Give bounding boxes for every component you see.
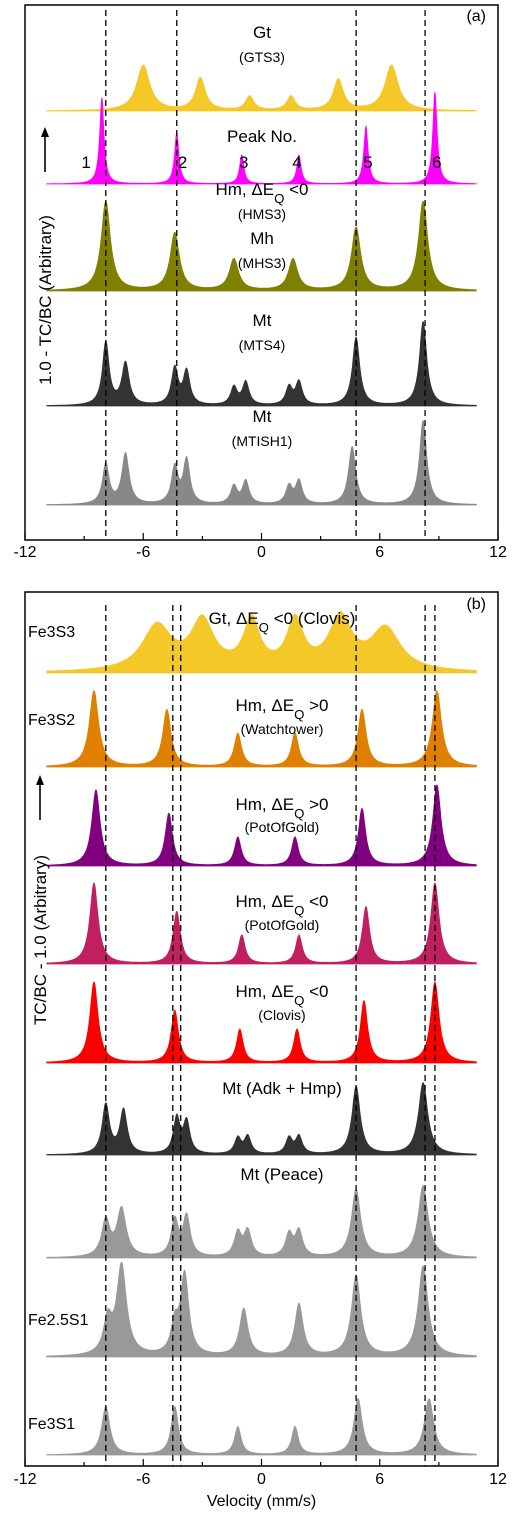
y-arrow-head-1	[36, 775, 44, 785]
series-label-0-3: Mt	[253, 311, 272, 330]
series-sample-0-0: (GTS3)	[239, 49, 285, 65]
y-axis-label-0: 1.0 - TC/BC (Arbitrary)	[36, 215, 55, 385]
series-sample-1-1: (Watchtower)	[241, 721, 324, 737]
spectrum-1-8	[46, 1398, 477, 1456]
spectrum-0-0	[46, 64, 477, 112]
series-label-0-2: Mh	[250, 229, 274, 248]
series-label-0-0: Gt	[253, 23, 271, 42]
spectrum-0-2	[46, 200, 477, 292]
series-label-1-0: Gt, ΔEQ <0 (Clovis)	[209, 609, 356, 635]
x-tick-label-1-2: 0	[257, 1471, 266, 1488]
side-label-1-7: Fe2.5S1	[28, 1312, 89, 1329]
x-tick-label-0-0: -12	[13, 544, 36, 561]
panel-label-0: (a)	[466, 8, 486, 25]
series-sample-1-2: (PotOfGold)	[245, 819, 320, 835]
spectrum-0-3	[46, 320, 477, 407]
spectrum-1-3	[46, 882, 477, 965]
y-axis-label-1: TC/BC - 1.0 (Arbitrary)	[31, 855, 50, 1025]
series-sample-1-3: (PotOfGold)	[245, 917, 320, 933]
series-sample-0-3: (MTS4)	[239, 337, 286, 353]
peak-number-1: 2	[178, 153, 187, 172]
series-sample-0-2: (MHS3)	[238, 255, 286, 271]
x-tick-label-0-3: 6	[375, 544, 384, 561]
spectrum-1-1	[46, 690, 477, 768]
series-label-0-4: Mt	[253, 407, 272, 426]
x-tick-label-1-0: -12	[13, 1471, 36, 1488]
series-sample-1-4: (Clovis)	[258, 1007, 305, 1023]
x-tick-label-0-4: 12	[489, 544, 507, 561]
y-arrow-head-0	[41, 127, 49, 137]
x-axis-label-1: Velocity (mm/s)	[207, 1493, 316, 1510]
series-label-1-2: Hm, ΔEQ >0	[235, 795, 328, 821]
peak-number-4: 5	[363, 153, 372, 172]
x-tick-label-1-1: -6	[136, 1471, 150, 1488]
panel-label-1: (b)	[466, 596, 486, 613]
side-label-1-0: Fe3S3	[28, 624, 75, 641]
side-label-1-1: Fe3S2	[28, 712, 75, 729]
series-label-1-4: Hm, ΔEQ <0	[235, 982, 328, 1008]
spectrum-0-1	[46, 91, 477, 185]
series-label-1-6: Mt (Peace)	[240, 1165, 323, 1184]
series-sample-0-1: (HMS3)	[238, 206, 286, 222]
series-label-1-1: Hm, ΔEQ >0	[235, 696, 328, 722]
x-tick-label-0-1: -6	[136, 544, 150, 561]
spectrum-1-0	[46, 611, 477, 674]
series-label-1-5: Mt (Adk + Hmp)	[222, 1079, 342, 1098]
x-tick-label-0-2: 0	[257, 544, 266, 561]
side-label-1-8: Fe3S1	[28, 1416, 75, 1433]
spectrum-1-7	[46, 1261, 477, 1358]
peak-number-2: 3	[239, 153, 248, 172]
series-sample-0-4: (MTISH1)	[232, 433, 293, 449]
peak-number-3: 4	[292, 153, 301, 172]
peak-number-5: 6	[432, 153, 441, 172]
spectrum-0-4	[46, 419, 477, 506]
series-label-0-1: Hm, ΔEQ <0	[215, 180, 308, 206]
series-label-1-3: Hm, ΔEQ <0	[235, 892, 328, 918]
spectrum-1-5	[46, 1082, 477, 1156]
spectrum-1-6	[46, 1184, 477, 1259]
spectrum-1-4	[46, 981, 477, 1064]
peak-number-0: 1	[81, 153, 90, 172]
x-tick-label-1-3: 6	[375, 1471, 384, 1488]
x-tick-label-1-4: 12	[489, 1471, 507, 1488]
peak-header: Peak No.	[227, 127, 297, 146]
spectrum-1-2	[46, 784, 477, 867]
